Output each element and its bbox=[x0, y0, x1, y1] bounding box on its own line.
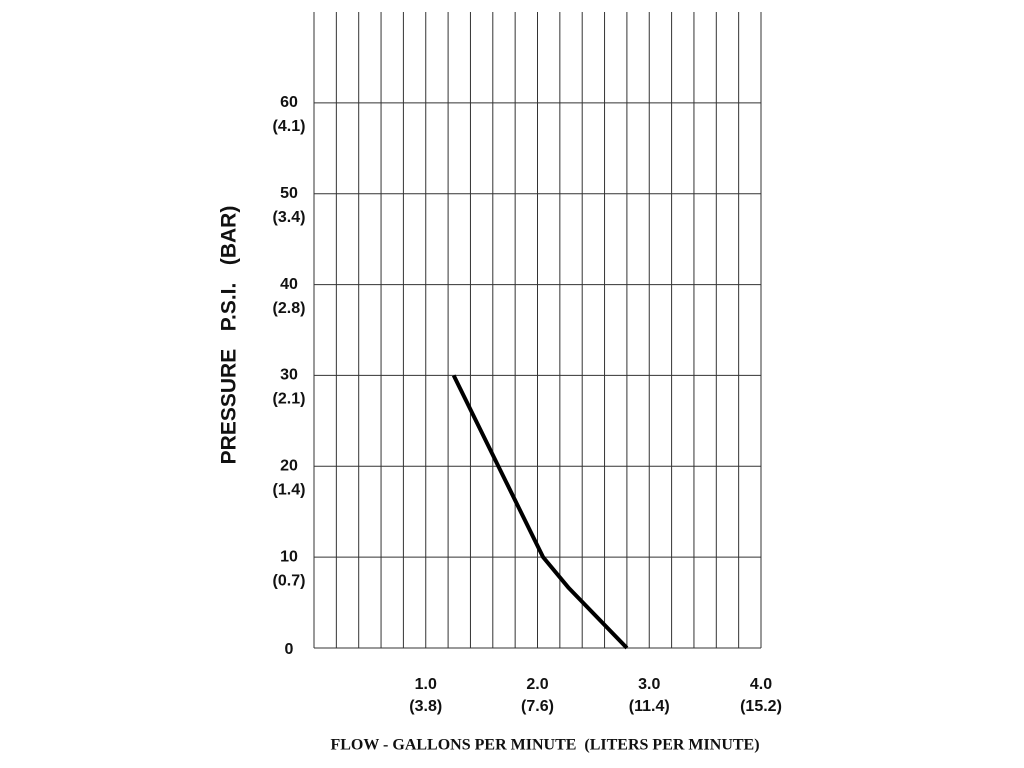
y-tick-sublabel: (2.1) bbox=[273, 391, 306, 408]
x-tick-label: 2.0 bbox=[526, 676, 548, 693]
y-tick-sublabel: (2.8) bbox=[273, 300, 306, 317]
x-tick-sublabel: (7.6) bbox=[521, 698, 554, 715]
y-tick-label: 0 bbox=[285, 641, 294, 658]
x-axis-title: FLOW - GALLONS PER MINUTE (LITERS PER MI… bbox=[330, 737, 759, 754]
y-tick-sublabel: (4.1) bbox=[273, 118, 306, 135]
y-tick-sublabel: (3.4) bbox=[273, 209, 306, 226]
y-tick-sublabel: (1.4) bbox=[273, 482, 306, 499]
x-tick-sublabel: (15.2) bbox=[740, 698, 782, 715]
y-tick-label: 50 bbox=[280, 185, 298, 202]
x-tick-sublabel: (3.8) bbox=[409, 698, 442, 715]
x-tick-sublabel: (11.4) bbox=[629, 698, 670, 715]
x-tick-label: 1.0 bbox=[415, 676, 437, 693]
y-tick-label: 40 bbox=[280, 276, 298, 293]
y-tick-label: 10 bbox=[280, 548, 298, 565]
y-tick-label: 60 bbox=[280, 94, 298, 111]
y-tick-label: 20 bbox=[280, 458, 298, 475]
y-tick-label: 30 bbox=[280, 367, 298, 384]
x-tick-label: 4.0 bbox=[750, 676, 772, 693]
y-axis-title: PRESSURE P.S.I. (BAR) bbox=[218, 206, 241, 465]
y-tick-sublabel: (0.7) bbox=[273, 572, 306, 589]
x-tick-label: 3.0 bbox=[638, 676, 660, 693]
data-line bbox=[451, 374, 629, 650]
